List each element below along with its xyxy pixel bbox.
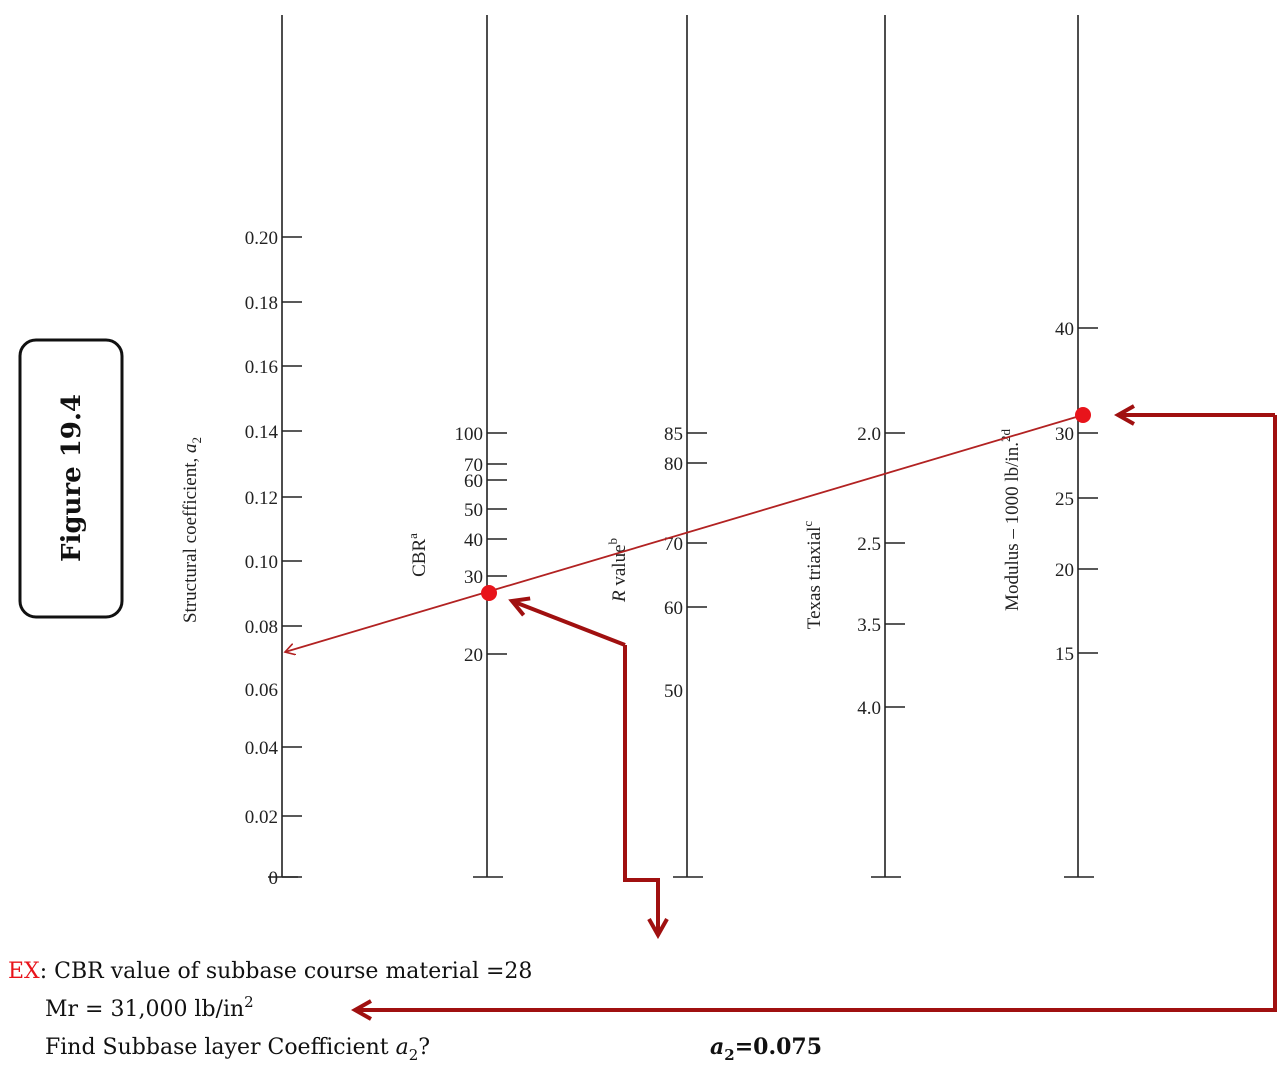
tick-label: 0.02 [245,807,278,828]
axis-title-part: a [405,533,420,539]
tick-label: 3.5 [857,615,881,636]
tick-label: 25 [1055,489,1074,510]
construction-line [285,414,1084,652]
example-prefix: EX [8,959,40,984]
example-var: a [396,1035,409,1060]
tick-label: 15 [1055,644,1074,665]
tick-label: 0.08 [245,617,278,638]
tick-label: 0.04 [245,738,279,759]
example-text: : CBR value of subbase course material =… [40,959,533,984]
tick-label: 0.18 [245,293,278,314]
tick-label: 20 [1055,560,1074,581]
tick-label: 0.06 [245,680,278,701]
cbr-arrow-point [512,601,626,647]
tick-label: 70 [464,455,483,476]
example-text: Mr = 31,000 lb/in [45,997,244,1022]
tick-label: 2.0 [857,424,881,445]
tick-label: 60 [664,598,683,619]
axes: 0.20 0.18 0.16 0.14 0.12 0.10 0.08 0.06 0.04 0.02… [180,15,1098,889]
example-text: Find Subbase layer Coefficient [45,1035,396,1060]
cbr-arrow [623,645,658,935]
tick-label: 20 [464,645,483,666]
tick-label: 50 [464,500,483,521]
axis-title-part: R [609,590,630,603]
axis-title-part: b [605,538,620,545]
answer-var: a [710,1034,724,1060]
tick-label: 0 [269,868,279,889]
tick-label: 50 [664,681,683,702]
axis-title-part: Modulus – 1000 lb/in. [1002,442,1023,611]
example-text: ? [418,1035,430,1060]
example-line-3: Find Subbase layer Coefficient a2? [45,1035,430,1064]
figure-box [18,338,124,619]
tick-label: 40 [464,530,483,551]
axis-title: Structural coefficient, a2 [180,437,204,623]
answer-value: =0.075 [735,1034,822,1060]
tick-label: 0.12 [245,488,278,509]
tick-label: 0.10 [245,552,278,573]
example-line-2: Mr = 31,000 lb/in2 [45,993,254,1022]
tick-label: 0.16 [245,357,278,378]
tick-label: 0.14 [245,422,279,443]
axis-title-part: a [180,443,201,453]
axis-title-part: Structural coefficient, [180,453,201,623]
axis-title-part: CBR [409,539,430,577]
tick-label: 85 [664,424,683,445]
answer: a2=0.075 [710,1034,822,1064]
example-sub: 2 [409,1046,419,1064]
answer-sub: 2 [724,1046,734,1064]
tick-label: 30 [1055,424,1074,445]
example-sup: 2 [244,993,254,1011]
example-line-1: EX: CBR value of subbase course material… [8,959,532,984]
axis-title: CBRa [405,533,430,577]
tick-label: 70 [664,534,683,555]
figure-label: Figure 19.4 [57,394,87,562]
modulus-point [1075,407,1091,423]
axis-title: Modulus – 1000 lb/in.2d [998,429,1023,611]
tick-label: 40 [1055,319,1074,340]
tick-label: 80 [664,454,683,475]
tick-label: 2.5 [857,534,881,555]
tick-label: 100 [455,424,484,445]
mr-arrow [355,415,1277,1010]
tick-label: 4.0 [857,698,881,719]
tick-label: 60 [464,471,483,492]
tick-label: 0.20 [245,228,278,249]
cbr-point [481,585,497,601]
axis-title: Texas triaxialc [800,521,825,630]
axis-title-part: 2 [189,437,204,444]
axis-title: R valueb [605,538,630,603]
axis-title-part: Texas triaxial [804,527,825,630]
axis-title-part: value [609,544,630,590]
tick-label: 30 [464,567,483,588]
axis-title-part: c [800,521,815,527]
